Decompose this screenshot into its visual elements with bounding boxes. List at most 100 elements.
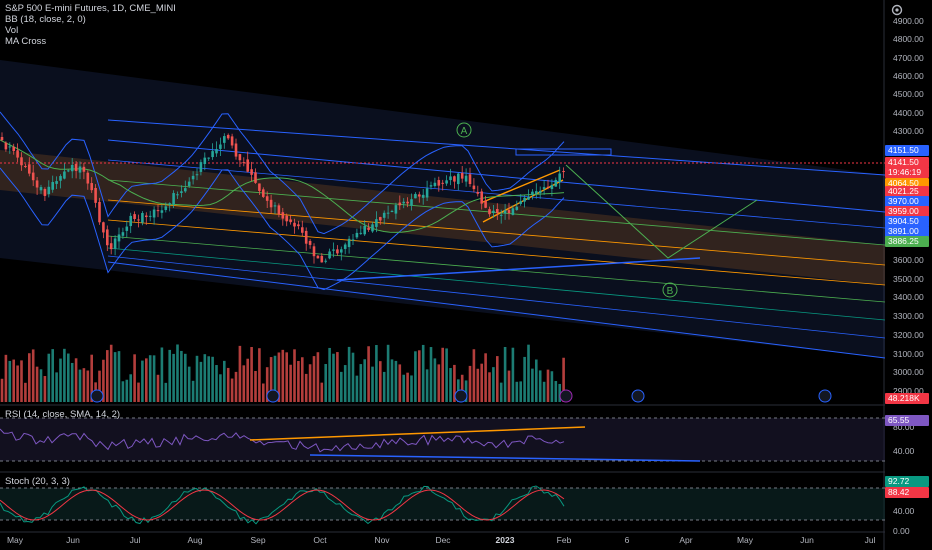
candle-body <box>78 166 82 173</box>
wave-b-marker[interactable] <box>662 282 678 298</box>
candle-body <box>421 194 425 198</box>
volume-bar <box>269 357 273 402</box>
volume-bar <box>445 348 448 402</box>
rsi-axis-80: 80.00 <box>893 422 915 432</box>
volume-bar <box>43 376 47 402</box>
candle-body <box>515 206 519 210</box>
volume-bar <box>129 374 132 402</box>
candle-body <box>148 215 152 217</box>
rsi-line[interactable] <box>0 428 565 453</box>
price-axis-label: 4900.00 <box>893 16 924 26</box>
event-marker-icon[interactable] <box>266 389 280 403</box>
volume-bar <box>347 346 351 402</box>
wave-a-marker[interactable] <box>456 122 472 138</box>
volume-bar <box>24 382 27 402</box>
candle-body <box>519 201 522 204</box>
price-tag: 48.218K <box>885 393 929 404</box>
event-marker-icon[interactable] <box>631 389 645 403</box>
volume-bar <box>425 369 429 402</box>
candle-body <box>90 183 93 191</box>
volume-indicator-label[interactable]: Vol <box>5 25 19 36</box>
volume-bar <box>39 369 43 402</box>
candle-body <box>394 205 398 214</box>
event-marker-icon[interactable] <box>559 389 573 403</box>
channel-upper-line[interactable] <box>107 119 886 176</box>
ma-slow-line[interactable] <box>0 139 565 233</box>
candle-body <box>441 182 444 184</box>
candle-body <box>199 162 203 172</box>
volume-bar <box>31 349 35 402</box>
volume-bar <box>468 365 472 402</box>
rsi-label[interactable]: RSI (14, close, SMA, 14, 2) <box>5 409 121 420</box>
time-axis-label: Jun <box>66 535 80 545</box>
volume-bar <box>316 352 320 402</box>
support-trendline[interactable] <box>336 257 701 281</box>
symbol-title[interactable]: S&P 500 E-mini Futures, 1D, CME_MINI <box>5 3 176 14</box>
chart-legend: S&P 500 E-mini Futures, 1D, CME_MINI BB … <box>5 3 176 47</box>
bb-indicator-label[interactable]: BB (18, close, 2, 0) <box>5 14 86 25</box>
candle-body <box>297 224 300 227</box>
pitchfork-channel[interactable] <box>0 60 886 359</box>
channel-line-9[interactable] <box>107 255 886 339</box>
volume-bar <box>523 356 526 402</box>
rising-wedge-lower[interactable] <box>482 179 564 223</box>
candle-body <box>425 188 429 198</box>
candle-body <box>418 194 421 197</box>
candle-body <box>535 191 538 194</box>
candle-body <box>160 210 164 213</box>
event-marker-icon[interactable] <box>818 389 832 403</box>
price-tag: 4064.50 <box>885 178 929 189</box>
bb-upper-band[interactable] <box>0 111 565 235</box>
channel-median-line[interactable] <box>107 199 886 266</box>
candle-body <box>363 225 366 235</box>
bb-lower-band[interactable] <box>0 167 565 291</box>
volume-bar <box>262 383 265 402</box>
volume-bar <box>460 374 464 402</box>
channel-line-7[interactable] <box>107 235 886 303</box>
channel-lower-line[interactable] <box>107 261 886 359</box>
candle-body <box>285 215 288 222</box>
bollinger-bands[interactable] <box>0 111 565 291</box>
stoch-d-line[interactable] <box>0 489 565 521</box>
wave-b-label: B <box>667 286 674 297</box>
candle-body <box>472 185 476 190</box>
candle-body <box>59 176 62 181</box>
volume-bar <box>332 353 335 402</box>
volume-bars[interactable] <box>0 344 565 402</box>
candle-body <box>145 215 148 218</box>
ma-cross-indicator-label[interactable]: MA Cross <box>5 36 47 47</box>
channel-line-2[interactable] <box>107 139 886 213</box>
price-candles[interactable] <box>0 132 565 264</box>
candle-body <box>382 212 386 218</box>
settings-gear-icon[interactable] <box>890 3 904 17</box>
candle-body <box>277 205 281 215</box>
candle-body <box>164 206 168 211</box>
event-marker-icon[interactable] <box>454 389 468 403</box>
candle-body <box>301 227 304 233</box>
volume-bar <box>355 375 359 402</box>
event-markers[interactable] <box>90 389 832 403</box>
volume-bar <box>308 364 312 402</box>
rsi-trendline-blue[interactable] <box>309 454 701 462</box>
price-axis-label: 3400.00 <box>893 292 924 302</box>
candle-body <box>4 142 8 150</box>
rsi-trendline-orange[interactable] <box>249 426 586 441</box>
channel-line-6[interactable] <box>107 219 886 286</box>
volume-bar <box>145 358 148 402</box>
volume-bar <box>86 370 90 402</box>
event-marker-icon[interactable] <box>90 389 104 403</box>
projection-path[interactable] <box>565 164 758 259</box>
volume-bar <box>367 346 370 402</box>
stoch-label[interactable]: Stoch (20, 3, 3) <box>5 476 70 487</box>
price-axis-label: 3500.00 <box>893 274 924 284</box>
volume-bar <box>223 360 226 402</box>
volume-bar <box>285 352 288 402</box>
channel-line-3[interactable] <box>107 159 886 229</box>
volume-bar <box>242 365 246 402</box>
target-rectangle[interactable] <box>515 148 612 156</box>
moving-averages[interactable] <box>0 139 565 233</box>
volume-bar <box>113 352 117 402</box>
price-axis-label: 3600.00 <box>893 255 924 265</box>
channel-line-8[interactable] <box>107 247 886 321</box>
